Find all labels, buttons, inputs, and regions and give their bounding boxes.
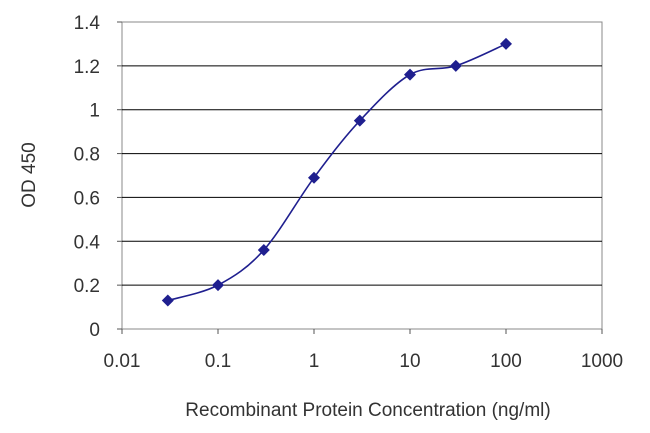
x-tick-label: 1 — [309, 351, 320, 372]
data-point-marker — [308, 171, 320, 184]
y-tick-label: 1.4 — [74, 13, 101, 34]
data-point-marker — [161, 294, 174, 307]
x-tick-label: 100 — [490, 351, 522, 372]
y-axis-title: OD 450 — [19, 142, 40, 207]
y-tick-label: 0 — [89, 320, 100, 341]
tick-labels: 0 0.2 0.4 0.6 0.8 1 1.2 1.4 0.01 0.1 1 10 100 1000 — [74, 13, 624, 372]
y-tick-label: 0.8 — [74, 145, 100, 166]
data-point-marker — [500, 37, 512, 50]
y-tick-label: 1 — [89, 101, 100, 122]
x-tick-label: 0.01 — [104, 351, 141, 372]
y-tick-label: 0.4 — [74, 232, 101, 253]
gridlines — [117, 21, 603, 334]
data-point-marker — [449, 59, 462, 72]
x-tick-label: 0.1 — [205, 351, 231, 372]
data-points — [161, 37, 512, 307]
x-tick-label: 1000 — [581, 351, 623, 372]
data-point-marker — [404, 68, 416, 81]
plot-area — [121, 21, 603, 330]
y-tick-label: 1.2 — [74, 57, 100, 78]
series-line — [167, 43, 507, 302]
x-tick-label: 10 — [399, 351, 420, 372]
data-point-marker — [353, 114, 366, 127]
y-tick-label: 0.2 — [74, 276, 100, 297]
x-axis-title: Recombinant Protein Concentration (ng/ml… — [185, 400, 550, 421]
y-tick-label: 0.6 — [74, 188, 100, 209]
data-point-marker — [212, 279, 224, 292]
data-point-marker — [257, 244, 270, 257]
